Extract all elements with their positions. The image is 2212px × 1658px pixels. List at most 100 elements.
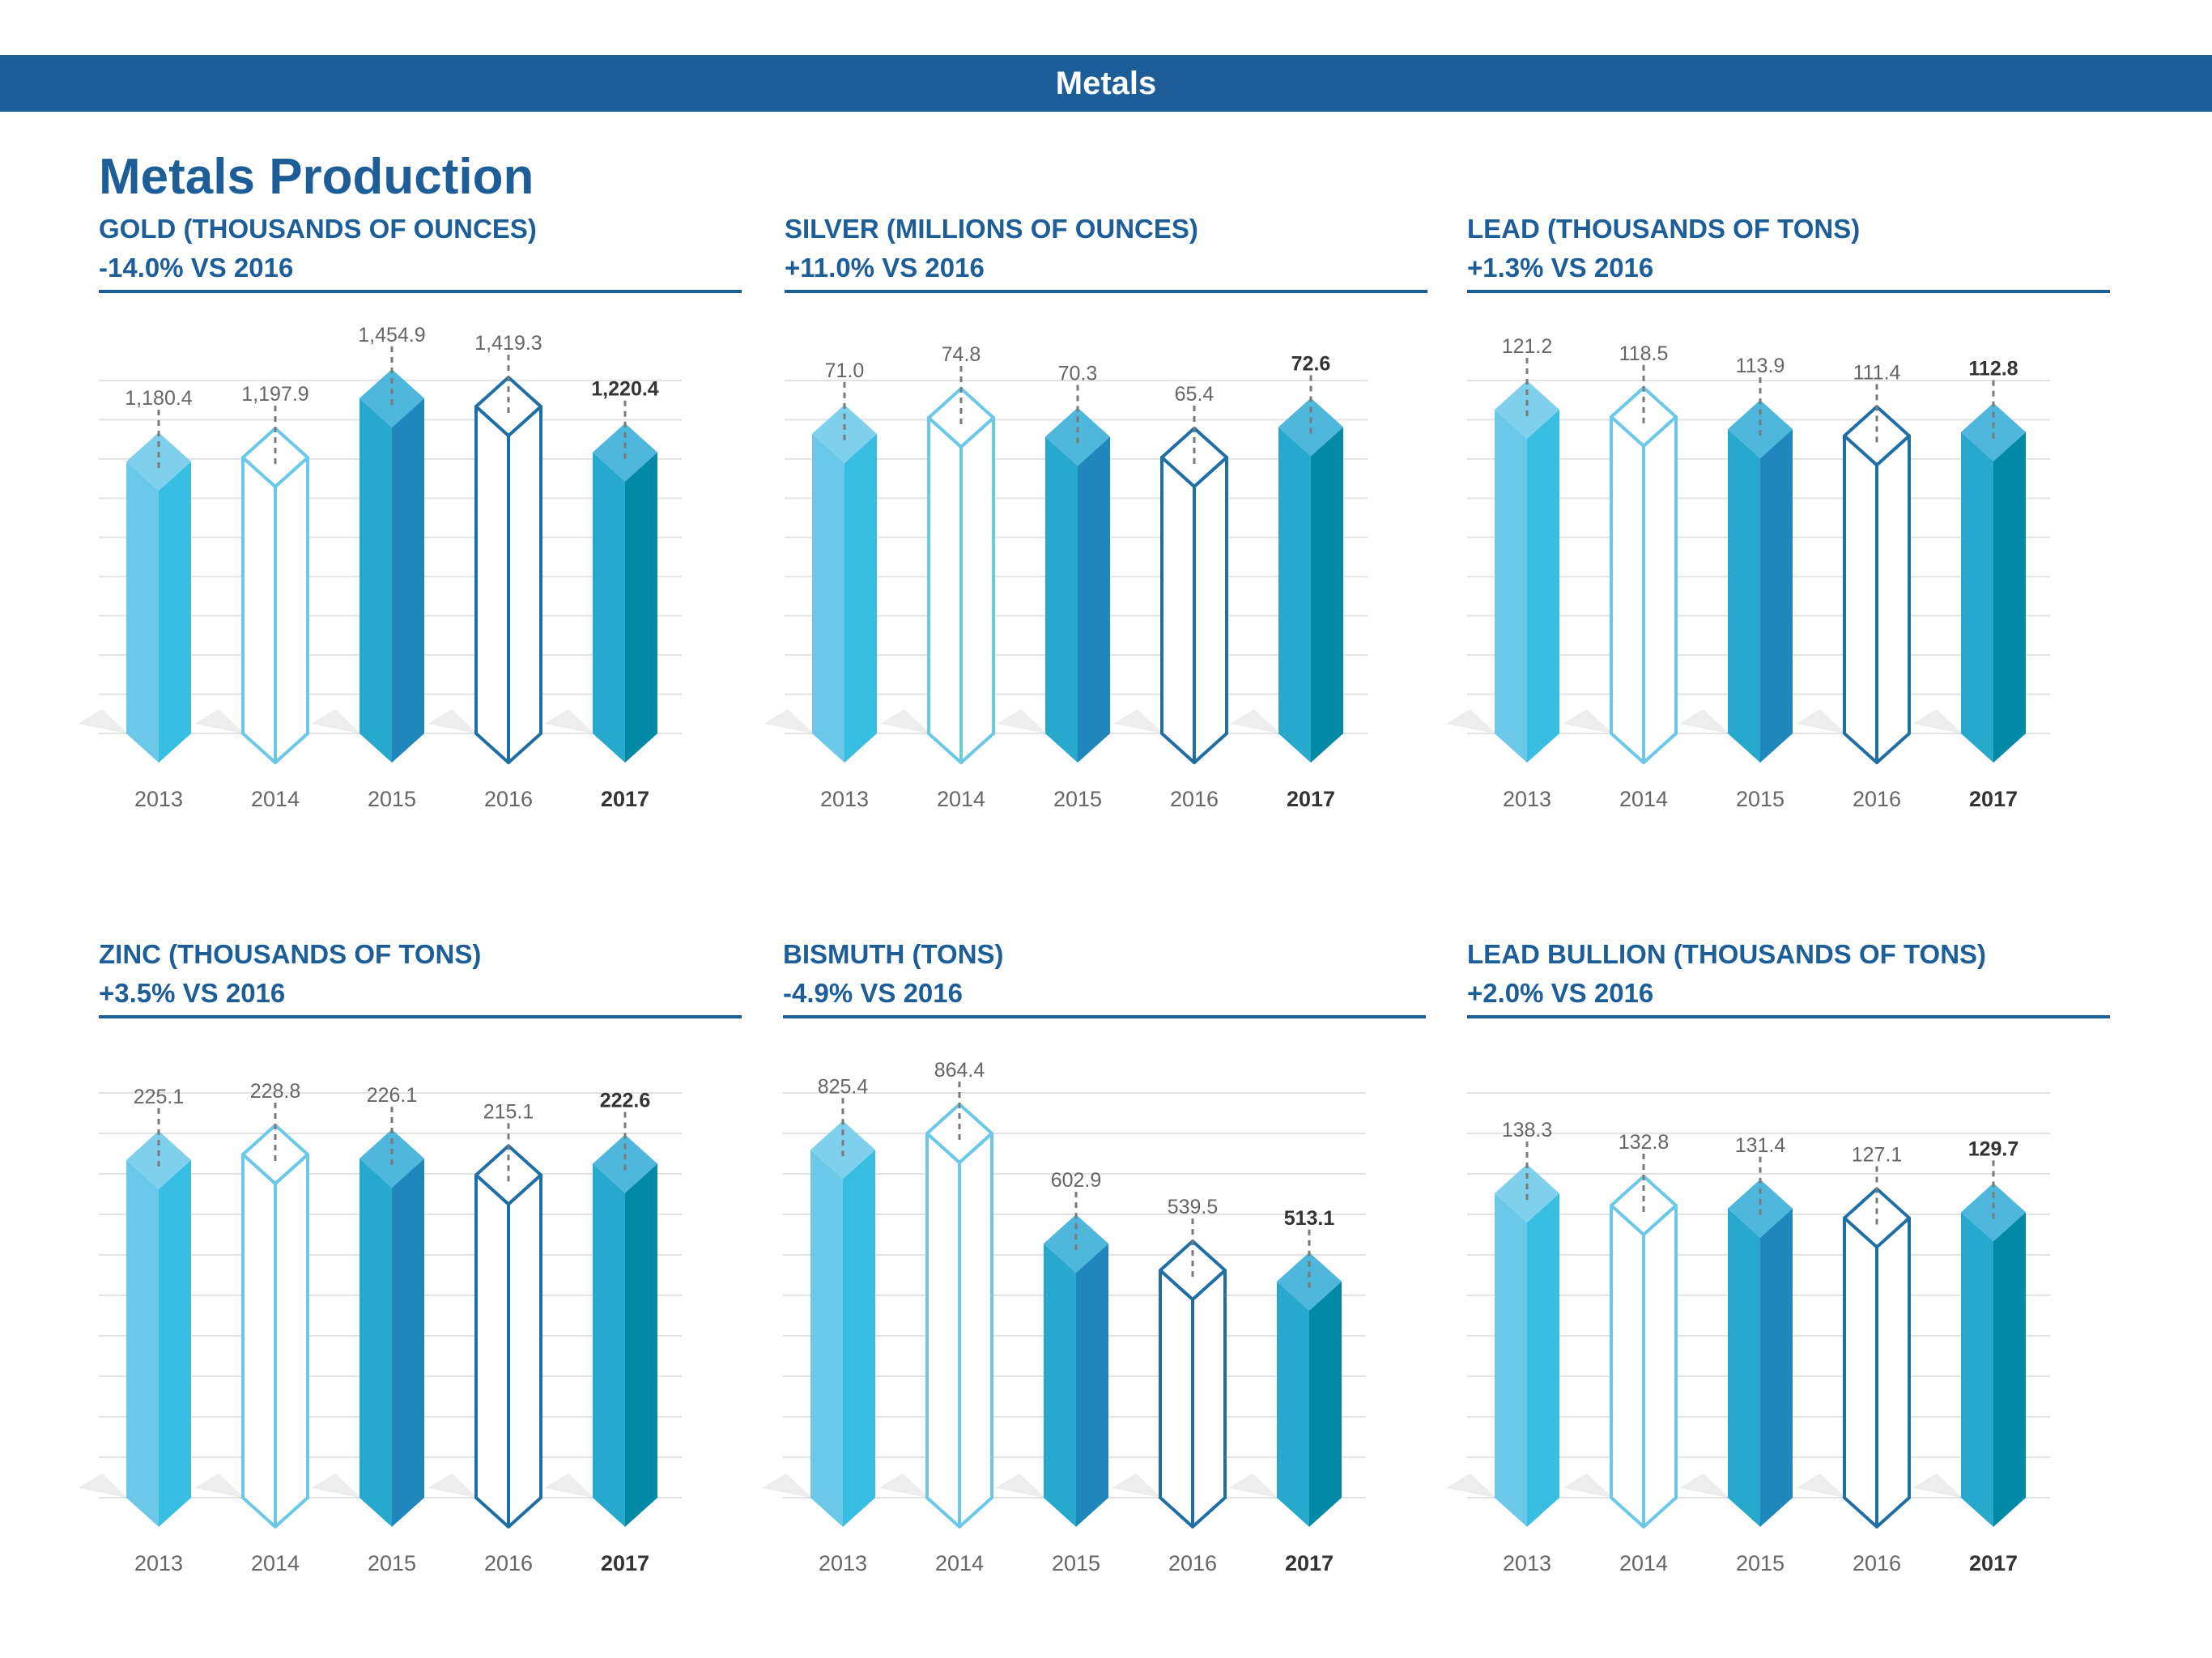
bar-top-face bbox=[474, 376, 542, 438]
bar-right-face bbox=[274, 456, 309, 764]
bar-2017: 72.6 bbox=[1230, 352, 1343, 763]
bar-left-face bbox=[1159, 1269, 1194, 1528]
value-label: 1,220.4 bbox=[591, 378, 659, 401]
bar-right-face bbox=[844, 433, 877, 763]
value-label: 113.9 bbox=[1736, 355, 1785, 377]
bar-right-face bbox=[1760, 429, 1793, 763]
bar-right-face bbox=[1527, 410, 1559, 763]
bar-2013: 225.1 bbox=[78, 1086, 191, 1527]
bar-left-face bbox=[1728, 1208, 1760, 1527]
chart-panel-zinc: ZINC (THOUSANDS OF TONS) +3.5% VS 2016 2… bbox=[78, 939, 742, 1588]
chart-title: ZINC (THOUSANDS OF TONS) bbox=[99, 939, 482, 969]
year-label: 2016 bbox=[1168, 1551, 1217, 1575]
bar-right-face bbox=[1191, 1269, 1227, 1528]
chart-title: LEAD BULLION (THOUSANDS OF TONS) bbox=[1467, 939, 1987, 969]
bar-2014: 864.4 bbox=[878, 1059, 993, 1528]
bar-left-face bbox=[1610, 1203, 1645, 1528]
bar-right-face bbox=[507, 1173, 542, 1528]
bar-2015: 602.9 bbox=[995, 1169, 1108, 1527]
section-banner: Metals bbox=[0, 55, 2212, 112]
bar-shadow bbox=[1796, 709, 1877, 763]
chart-title: BISMUTH (TONS) bbox=[783, 939, 1004, 969]
value-label: 132.8 bbox=[1619, 1131, 1670, 1154]
year-label: 2017 bbox=[1285, 1551, 1334, 1575]
bar-left-face bbox=[1160, 456, 1196, 764]
bar-2014: 1,197.9 bbox=[194, 383, 309, 764]
year-label: 2016 bbox=[1853, 787, 1901, 811]
bar-top-face bbox=[1159, 1239, 1227, 1302]
bar-2016: 539.5 bbox=[1112, 1196, 1227, 1528]
year-label: 2017 bbox=[601, 1551, 649, 1575]
bar-right-face bbox=[958, 1132, 993, 1528]
bar-shadow bbox=[1112, 1473, 1193, 1527]
chart-change: +3.5% VS 2016 bbox=[99, 978, 286, 1008]
year-label: 2013 bbox=[134, 787, 183, 811]
bar-top-face bbox=[1160, 427, 1228, 489]
bar-shadow bbox=[428, 709, 508, 763]
bar-shadow bbox=[1446, 709, 1527, 763]
bar-left-face bbox=[1961, 1212, 1993, 1527]
bar-top-face bbox=[1728, 1179, 1793, 1238]
bar-shadow bbox=[1228, 1473, 1309, 1527]
year-label: 2013 bbox=[134, 1551, 183, 1575]
bar-left-face bbox=[359, 1158, 392, 1527]
bar-top-face bbox=[593, 1134, 657, 1193]
bar-right-face bbox=[1993, 432, 2026, 763]
bar-top-face bbox=[1610, 1174, 1678, 1236]
bar-right-face bbox=[1527, 1193, 1559, 1527]
bar-right-face bbox=[392, 1158, 424, 1527]
value-label: 602.9 bbox=[1051, 1169, 1102, 1192]
year-label: 2014 bbox=[935, 1551, 984, 1575]
value-label: 70.3 bbox=[1058, 362, 1098, 385]
chart-change: +11.0% VS 2016 bbox=[785, 253, 985, 283]
bar-chart-lead: 121.2 2013 118.5 2014 113.9 2015 111.4 2016 112.… bbox=[1446, 335, 2050, 811]
bar-left-face bbox=[1843, 1216, 1878, 1528]
value-label: 127.1 bbox=[1852, 1143, 1903, 1166]
bar-left-face bbox=[1045, 436, 1078, 763]
bar-top-face bbox=[359, 369, 424, 427]
value-label: 228.8 bbox=[250, 1080, 301, 1103]
value-label: 215.1 bbox=[483, 1100, 534, 1123]
value-label: 131.4 bbox=[1735, 1134, 1786, 1157]
bar-2017: 112.8 bbox=[1912, 358, 2026, 763]
bar-left-face bbox=[1278, 427, 1311, 763]
bar-left-face bbox=[474, 1173, 510, 1528]
bar-right-face bbox=[843, 1150, 875, 1527]
bar-shadow bbox=[544, 709, 625, 763]
value-label: 226.1 bbox=[367, 1084, 418, 1107]
value-label: 1,454.9 bbox=[358, 324, 425, 346]
bar-top-face bbox=[1961, 1183, 2026, 1242]
bar-left-face bbox=[474, 405, 510, 764]
bar-2013: 138.3 bbox=[1446, 1119, 1559, 1527]
bar-shadow bbox=[78, 709, 159, 763]
bar-2016: 127.1 bbox=[1796, 1143, 1911, 1528]
bar-top-face bbox=[1495, 1164, 1559, 1222]
bar-left-face bbox=[126, 461, 159, 763]
year-label: 2014 bbox=[1619, 787, 1668, 811]
year-label: 2014 bbox=[251, 787, 300, 811]
bar-top-face bbox=[1961, 402, 2026, 461]
bar-top-face bbox=[593, 423, 657, 482]
year-label: 2014 bbox=[251, 1551, 300, 1575]
bar-left-face bbox=[241, 1153, 277, 1528]
bar-2016: 65.4 bbox=[1113, 383, 1228, 764]
year-label: 2013 bbox=[1503, 1551, 1551, 1575]
bar-2017: 222.6 bbox=[544, 1089, 657, 1527]
bar-shadow bbox=[311, 709, 392, 763]
year-label: 2015 bbox=[1053, 787, 1102, 811]
value-label: 1,180.4 bbox=[125, 387, 193, 410]
bar-2015: 70.3 bbox=[997, 362, 1110, 763]
bar-chart-gold: 1,180.4 2013 1,197.9 2014 1,454.9 2015 1,419.3… bbox=[78, 324, 682, 811]
year-label: 2016 bbox=[1170, 787, 1219, 811]
chart-title: SILVER (MILLIONS OF OUNCES) bbox=[785, 214, 1198, 244]
bar-left-face bbox=[1495, 410, 1527, 763]
bar-top-face bbox=[1044, 1214, 1108, 1273]
bar-left-face bbox=[359, 398, 392, 763]
value-label: 539.5 bbox=[1168, 1196, 1219, 1218]
bar-left-face bbox=[1277, 1281, 1309, 1527]
value-label: 112.8 bbox=[1968, 358, 2018, 380]
bar-shadow bbox=[880, 709, 961, 763]
bar-right-face bbox=[507, 405, 542, 764]
bar-left-face bbox=[1728, 429, 1760, 763]
year-label: 2016 bbox=[1853, 1551, 1901, 1575]
